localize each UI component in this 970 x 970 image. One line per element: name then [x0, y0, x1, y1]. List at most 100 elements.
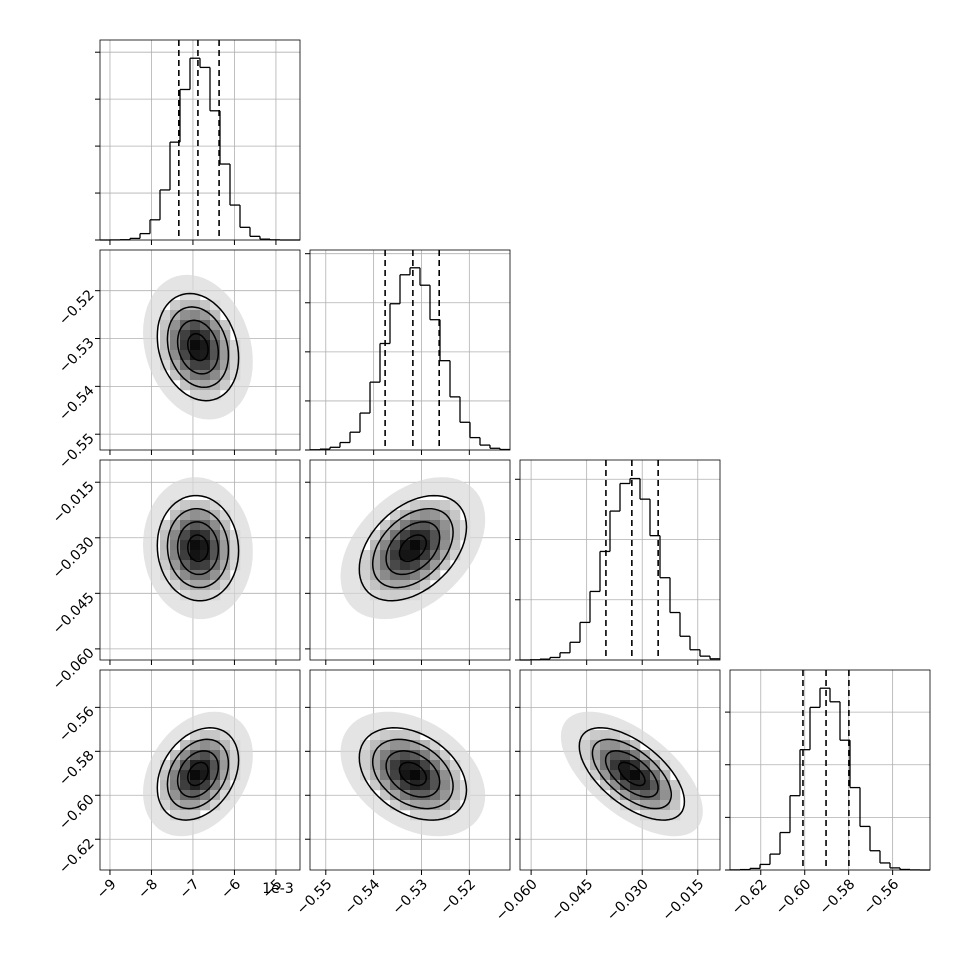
density-cell	[410, 800, 421, 811]
density-cell	[610, 730, 621, 741]
density-cell	[430, 800, 441, 811]
density-cell	[390, 570, 401, 581]
density-cell	[430, 770, 441, 781]
density-cell	[220, 380, 231, 391]
density-cell	[180, 290, 191, 301]
density-cell	[170, 800, 181, 811]
density-cell	[360, 580, 371, 591]
density-cell	[440, 540, 451, 551]
density-cell	[230, 750, 241, 761]
x-tick-label: −0.015	[659, 876, 707, 924]
density-cell	[200, 330, 211, 341]
contour	[398, 761, 428, 787]
density-cell	[440, 800, 451, 811]
density-cell	[410, 570, 421, 581]
density-cell	[360, 750, 371, 761]
density-cell	[190, 730, 201, 741]
panel-frame	[309, 669, 511, 871]
density-cell	[220, 360, 231, 371]
density-cell	[390, 550, 401, 561]
density-cell	[400, 790, 411, 801]
density-cell	[410, 770, 421, 781]
density-cell	[190, 800, 201, 811]
density-cell	[170, 530, 181, 541]
density-cell	[360, 770, 371, 781]
y-tick-label: −0.55	[56, 431, 98, 473]
density-cell	[660, 760, 671, 771]
y-tick-label: −0.60	[56, 792, 98, 834]
density-cell	[380, 770, 391, 781]
density-cell	[650, 760, 661, 771]
contour	[187, 534, 209, 563]
density-cell	[190, 340, 201, 351]
density-cell	[370, 580, 381, 591]
density-cell	[190, 560, 201, 571]
density-cell	[200, 520, 211, 531]
density-cell	[610, 770, 621, 781]
density-cell	[170, 500, 181, 511]
density-cell	[380, 750, 391, 761]
density-cell	[210, 580, 221, 591]
density-cell	[170, 510, 181, 521]
density-cell	[450, 500, 461, 511]
density-cell	[610, 760, 621, 771]
density-cell	[600, 730, 611, 741]
density-cell	[170, 350, 181, 361]
density-cell	[360, 560, 371, 571]
density-cell	[180, 770, 191, 781]
density-cell	[200, 780, 211, 791]
x-tick-label: −9	[94, 876, 120, 902]
density-cell	[370, 740, 381, 751]
x-tick-label: −0.60	[773, 876, 815, 918]
contour	[166, 306, 230, 389]
density-cell	[610, 790, 621, 801]
density-cell	[380, 560, 391, 571]
density-cell	[200, 310, 211, 321]
contour	[358, 494, 468, 602]
density-cell	[430, 550, 441, 561]
density-cell	[190, 330, 201, 341]
density-cell	[210, 780, 221, 791]
density-cell	[400, 550, 411, 561]
density-cell	[160, 520, 171, 531]
density-cell	[450, 520, 461, 531]
density-cell	[580, 750, 591, 761]
density-cell	[640, 800, 651, 811]
density-cell	[590, 770, 601, 781]
x-tick-label: −0.045	[548, 876, 596, 924]
density-cell	[210, 380, 221, 391]
density-cell	[200, 350, 211, 361]
x-tick-label: −0.54	[342, 876, 384, 918]
density-cell	[210, 330, 221, 341]
density-cell	[440, 500, 451, 511]
density-cell	[410, 500, 421, 511]
density-cell	[200, 540, 211, 551]
contour	[176, 319, 220, 375]
density-cell	[430, 540, 441, 551]
density-cell	[180, 800, 191, 811]
density-cell	[190, 540, 201, 551]
density-cell	[390, 800, 401, 811]
density-cell	[160, 800, 171, 811]
density-cell	[390, 540, 401, 551]
density-cell	[160, 530, 171, 541]
density-cell	[660, 790, 671, 801]
density-cell	[630, 740, 641, 751]
density-cell	[220, 760, 231, 771]
density-cell	[160, 570, 171, 581]
y-tick-label: −0.62	[56, 836, 98, 878]
density-cell	[450, 770, 461, 781]
density-cell	[400, 750, 411, 761]
x-tick-label: −0.58	[817, 876, 859, 918]
density-cell	[420, 530, 431, 541]
density-cell	[220, 580, 231, 591]
density-cell	[200, 570, 211, 581]
density-cell	[170, 520, 181, 531]
density-cell	[620, 770, 631, 781]
density-cell	[160, 780, 171, 791]
density-cell	[220, 560, 231, 571]
density-cell	[400, 560, 411, 571]
density-cell	[210, 500, 221, 511]
density-cell	[390, 580, 401, 591]
density-cell	[230, 760, 241, 771]
